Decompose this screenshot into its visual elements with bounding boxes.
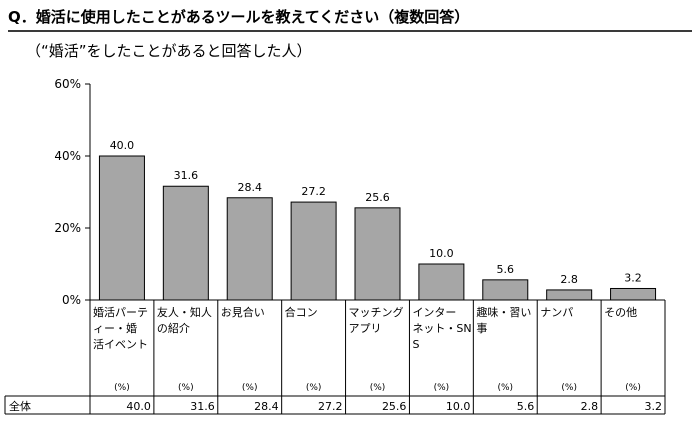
unit-label: (%) bbox=[434, 383, 450, 393]
bar bbox=[98, 155, 145, 301]
category-label: 活イベント bbox=[93, 338, 148, 351]
data-label: 40.0 bbox=[110, 139, 135, 152]
unit-label: (%) bbox=[370, 383, 386, 393]
bar bbox=[610, 287, 657, 301]
table-cell: 40.0 bbox=[126, 400, 151, 413]
category-label: マッチング bbox=[349, 305, 404, 319]
category-label: ィー・婚 bbox=[93, 321, 137, 335]
data-label: 5.6 bbox=[497, 263, 515, 276]
category-label: アプリ bbox=[349, 322, 382, 335]
bar bbox=[226, 197, 273, 301]
unit-label: (%) bbox=[561, 383, 577, 393]
category-label: インター bbox=[412, 306, 456, 319]
bar bbox=[482, 279, 529, 301]
unit-label: (%) bbox=[242, 383, 258, 393]
category-label: 事 bbox=[476, 322, 487, 335]
data-label: 28.4 bbox=[237, 181, 262, 194]
table-cell: 31.6 bbox=[190, 400, 215, 413]
data-label: 3.2 bbox=[624, 271, 642, 284]
table-cell: 3.2 bbox=[645, 400, 663, 413]
data-label: 10.0 bbox=[429, 247, 454, 260]
bar bbox=[418, 263, 465, 301]
category-label: ナンパ bbox=[540, 306, 573, 319]
y-tick-label: 20% bbox=[54, 221, 81, 235]
data-label: 31.6 bbox=[174, 169, 199, 182]
y-tick-label: 0% bbox=[62, 293, 81, 307]
chart-subtitle: （“婚活”をしたことがあると回答した人） bbox=[26, 42, 312, 60]
y-tick-label: 60% bbox=[54, 77, 81, 91]
data-label: 25.6 bbox=[365, 191, 390, 204]
category-label: の紹介 bbox=[157, 322, 190, 335]
table-cell: 25.6 bbox=[382, 400, 407, 413]
y-tick-label: 40% bbox=[54, 149, 81, 163]
unit-label: (%) bbox=[178, 383, 194, 393]
bar bbox=[162, 185, 209, 301]
category-label: お見合い bbox=[221, 305, 265, 319]
bar bbox=[546, 289, 593, 301]
category-label: ネット・SN bbox=[412, 322, 471, 335]
category-label: 友人・知人 bbox=[157, 305, 212, 319]
table-cell: 2.8 bbox=[581, 400, 599, 413]
category-label: その他 bbox=[604, 306, 637, 319]
unit-label: (%) bbox=[625, 383, 641, 393]
row-label: 全体 bbox=[9, 399, 31, 413]
category-label: 合コン bbox=[285, 305, 318, 319]
bar bbox=[354, 207, 401, 301]
table-cell: 27.2 bbox=[318, 400, 343, 413]
category-label: 趣味・習い bbox=[476, 305, 531, 319]
data-label: 2.8 bbox=[560, 273, 578, 286]
unit-label: (%) bbox=[497, 383, 513, 393]
category-label: S bbox=[412, 338, 419, 351]
chart-title: Q．婚活に使用したことがあるツールを教えてください（複数回答） bbox=[8, 6, 692, 32]
category-label: 婚活パーテ bbox=[93, 305, 148, 319]
unit-label: (%) bbox=[306, 383, 322, 393]
table-cell: 10.0 bbox=[446, 400, 471, 413]
bar bbox=[290, 201, 337, 301]
data-label: 27.2 bbox=[301, 185, 326, 198]
unit-label: (%) bbox=[114, 383, 130, 393]
table-cell: 5.6 bbox=[517, 400, 535, 413]
table-cell: 28.4 bbox=[254, 400, 279, 413]
